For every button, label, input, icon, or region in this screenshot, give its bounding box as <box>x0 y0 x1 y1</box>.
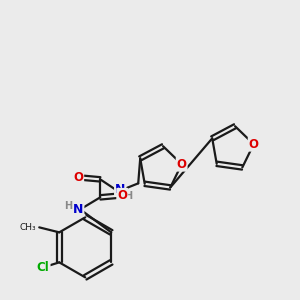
Text: O: O <box>117 189 127 202</box>
Text: N: N <box>115 183 125 196</box>
Text: H: H <box>64 201 72 212</box>
Text: O: O <box>73 171 83 184</box>
Text: O: O <box>249 138 259 151</box>
Text: CH₃: CH₃ <box>20 223 36 232</box>
Text: O: O <box>177 158 187 171</box>
Text: N: N <box>73 203 83 216</box>
Text: Cl: Cl <box>37 261 50 274</box>
Text: H: H <box>124 191 132 201</box>
